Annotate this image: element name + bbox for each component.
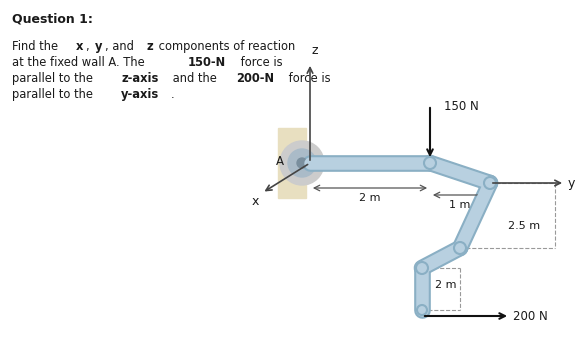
Text: 200-N: 200-N: [236, 72, 274, 85]
Text: force is: force is: [285, 72, 331, 85]
Text: 150 N: 150 N: [444, 100, 479, 113]
Text: A: A: [276, 155, 284, 168]
Text: y-axis: y-axis: [121, 88, 159, 101]
Circle shape: [454, 242, 466, 254]
Circle shape: [280, 141, 324, 185]
Circle shape: [297, 158, 307, 168]
Circle shape: [288, 149, 316, 177]
Text: z-axis: z-axis: [121, 72, 159, 85]
Text: 1 m: 1 m: [449, 200, 471, 210]
Text: y: y: [95, 40, 102, 53]
Circle shape: [416, 262, 428, 274]
Text: , and: , and: [105, 40, 137, 53]
Text: parallel to the: parallel to the: [12, 72, 97, 85]
Text: z: z: [146, 40, 153, 53]
Text: parallel to the: parallel to the: [12, 88, 97, 101]
FancyBboxPatch shape: [278, 128, 306, 198]
Text: 150-N: 150-N: [188, 56, 226, 69]
Text: ,: ,: [86, 40, 93, 53]
Text: 2 m: 2 m: [359, 193, 381, 203]
Text: .: .: [171, 88, 174, 101]
Circle shape: [417, 305, 427, 315]
Text: at the fixed wall A. The: at the fixed wall A. The: [12, 56, 148, 69]
Text: 2.5 m: 2.5 m: [508, 221, 540, 231]
Text: y: y: [568, 176, 576, 189]
Text: force is: force is: [237, 56, 283, 69]
Text: components of reaction: components of reaction: [155, 40, 295, 53]
Circle shape: [484, 177, 496, 189]
Text: Question 1:: Question 1:: [12, 12, 93, 25]
Text: 200 N: 200 N: [513, 309, 548, 323]
Text: x: x: [76, 40, 83, 53]
Text: 2 m: 2 m: [435, 280, 456, 290]
Text: x: x: [252, 195, 259, 208]
Circle shape: [424, 157, 436, 169]
Text: Find the: Find the: [12, 40, 62, 53]
Text: and the: and the: [170, 72, 221, 85]
Text: z: z: [312, 44, 318, 57]
